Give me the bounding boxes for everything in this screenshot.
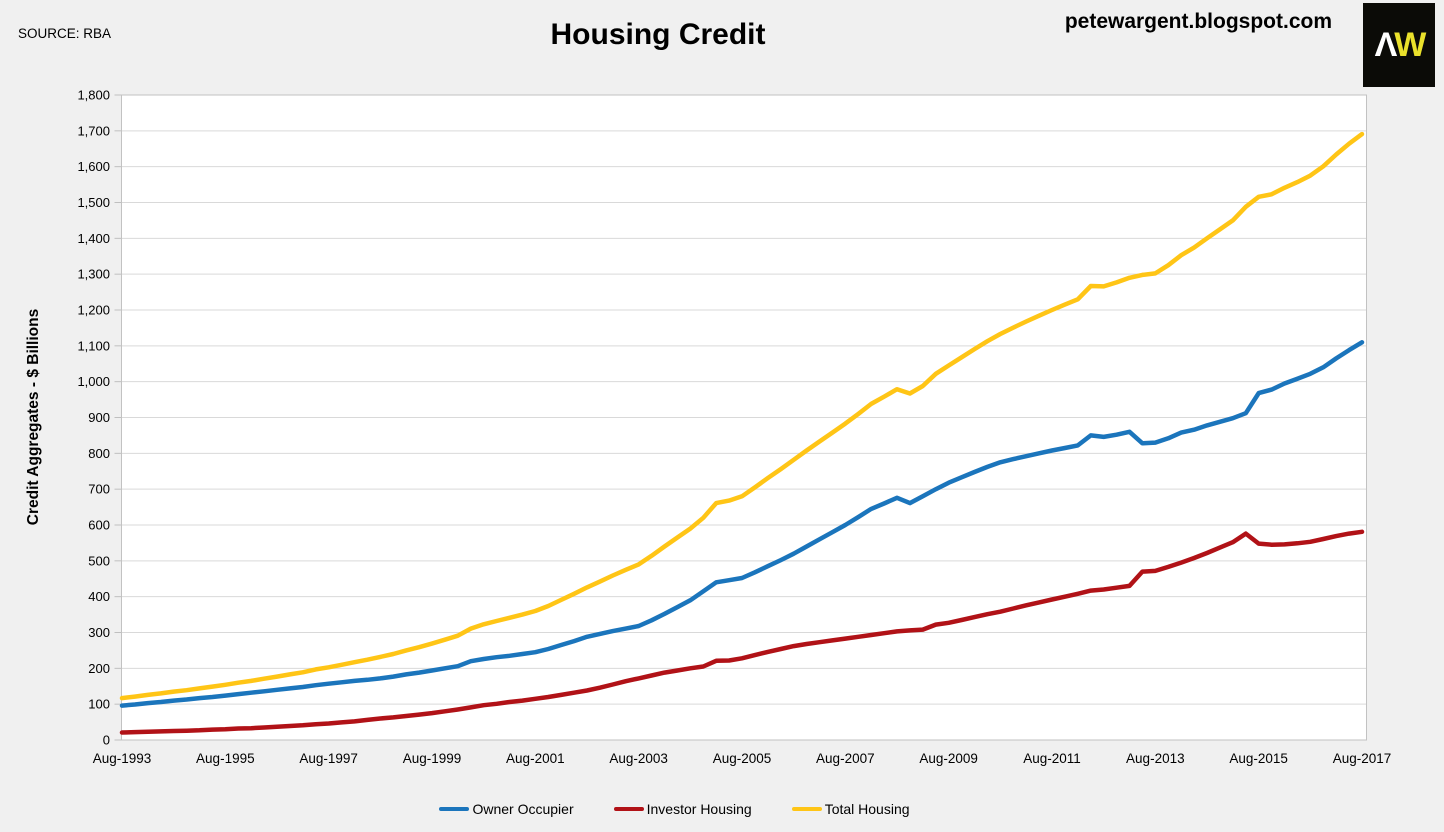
x-tick-label: Aug-2007 bbox=[816, 751, 875, 766]
y-tick-label: 400 bbox=[88, 589, 110, 604]
y-tick-label: 0 bbox=[103, 733, 110, 748]
series-line-investor-housing bbox=[119, 529, 1365, 735]
y-tick-label: 1,000 bbox=[77, 374, 110, 389]
chart-title: Housing Credit bbox=[550, 18, 766, 51]
legend-marker-owner-occupier bbox=[439, 807, 470, 811]
legend-label-total-housing: Total Housing bbox=[824, 801, 910, 817]
legend-label-investor-housing: Investor Housing bbox=[646, 801, 752, 817]
legend-item-investor-housing: Investor Housing bbox=[613, 801, 752, 817]
y-tick-label: 100 bbox=[88, 697, 110, 712]
y-tick-label: 1,700 bbox=[77, 123, 110, 138]
logo-letter-a: Λ bbox=[1374, 26, 1398, 64]
y-tick-label: 1,400 bbox=[77, 231, 110, 246]
x-tick-label: Aug-1995 bbox=[196, 751, 255, 766]
y-tick-label: 1,800 bbox=[77, 88, 110, 103]
y-tick-label: 1,600 bbox=[77, 159, 110, 174]
y-tick-label: 500 bbox=[88, 553, 110, 568]
legend-item-owner-occupier: Owner Occupier bbox=[439, 801, 574, 817]
y-tick-label: 300 bbox=[88, 625, 110, 640]
x-tick-label: Aug-2001 bbox=[506, 751, 565, 766]
x-tick-label: Aug-2015 bbox=[1229, 751, 1288, 766]
x-tick-label: Aug-2011 bbox=[1023, 751, 1081, 766]
x-tick-label: Aug-1993 bbox=[93, 751, 152, 766]
y-tick-label: 700 bbox=[88, 482, 110, 497]
logo-letter-w: W bbox=[1394, 26, 1426, 64]
x-tick-label: Aug-2005 bbox=[713, 751, 772, 766]
x-tick-label: Aug-1997 bbox=[299, 751, 358, 766]
legend-item-total-housing: Total Housing bbox=[791, 801, 910, 817]
chart-legend: Owner Occupier Investor Housing Total Ho… bbox=[0, 801, 1349, 817]
y-tick-label: 1,100 bbox=[77, 338, 110, 353]
y-tick-label: 200 bbox=[88, 661, 110, 676]
x-tick-label: Aug-2009 bbox=[919, 751, 978, 766]
site-url: petewargent.blogspot.com bbox=[1064, 10, 1332, 33]
legend-marker-investor-housing bbox=[613, 807, 644, 811]
plot-border bbox=[121, 94, 1367, 741]
x-tick-label: Aug-2003 bbox=[609, 751, 668, 766]
y-tick-label: 600 bbox=[88, 518, 110, 533]
x-tick-label: Aug-2013 bbox=[1126, 751, 1185, 766]
series-line-owner-occupier bbox=[119, 340, 1365, 708]
series-line-total-housing bbox=[119, 131, 1365, 701]
legend-label-owner-occupier: Owner Occupier bbox=[472, 801, 574, 817]
y-tick-label: 1,200 bbox=[77, 303, 110, 318]
y-tick-label: 1,300 bbox=[77, 267, 110, 282]
y-tick-label: 800 bbox=[88, 446, 110, 461]
legend-marker-total-housing bbox=[791, 807, 822, 811]
x-tick-label: Aug-1999 bbox=[403, 751, 462, 766]
y-tick-label: 1,500 bbox=[77, 195, 110, 210]
y-tick-label: 900 bbox=[88, 410, 110, 425]
x-tick-label: Aug-2017 bbox=[1333, 751, 1392, 766]
source-label: SOURCE: RBA bbox=[18, 26, 112, 41]
